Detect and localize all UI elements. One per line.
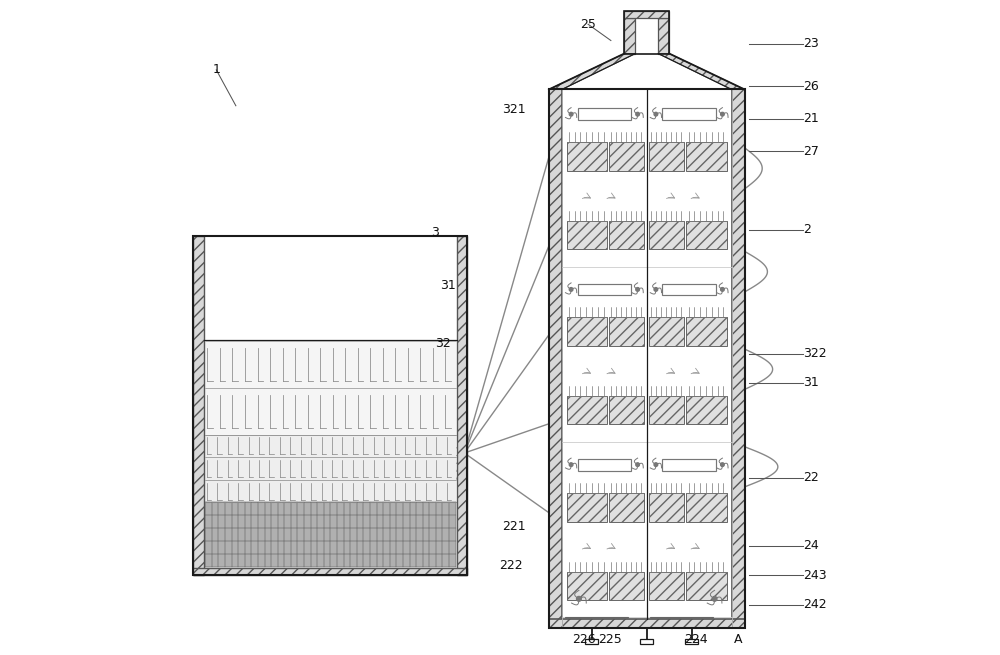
Bar bbox=[685, 639, 698, 644]
Bar bbox=[567, 142, 607, 171]
Circle shape bbox=[721, 288, 724, 291]
Bar bbox=[686, 572, 727, 599]
Polygon shape bbox=[658, 54, 745, 90]
Bar bbox=[567, 572, 607, 599]
Bar bbox=[205, 502, 456, 567]
Circle shape bbox=[577, 597, 581, 601]
Text: 243: 243 bbox=[803, 569, 827, 582]
Text: 3: 3 bbox=[431, 227, 439, 240]
Circle shape bbox=[569, 463, 573, 466]
Bar bbox=[609, 396, 644, 424]
Bar bbox=[658, 18, 669, 54]
Bar bbox=[624, 18, 635, 54]
Bar bbox=[609, 572, 644, 599]
Bar bbox=[193, 236, 204, 575]
Bar bbox=[686, 318, 727, 346]
Text: 221: 221 bbox=[502, 520, 526, 533]
Circle shape bbox=[712, 597, 717, 601]
Bar bbox=[649, 318, 684, 346]
Bar bbox=[567, 396, 607, 424]
Bar bbox=[640, 639, 653, 644]
Text: 31: 31 bbox=[803, 377, 819, 390]
Text: 21: 21 bbox=[803, 112, 819, 125]
Text: 224: 224 bbox=[684, 633, 707, 646]
Bar bbox=[567, 221, 607, 249]
Bar bbox=[649, 142, 684, 171]
Text: 222: 222 bbox=[499, 559, 523, 572]
Bar bbox=[609, 493, 644, 521]
Text: 22: 22 bbox=[803, 471, 819, 484]
Bar bbox=[567, 318, 607, 346]
Circle shape bbox=[721, 113, 724, 116]
Bar bbox=[649, 396, 684, 424]
Bar bbox=[732, 90, 745, 627]
Bar bbox=[662, 284, 716, 295]
Bar bbox=[578, 458, 631, 470]
Text: 31: 31 bbox=[440, 278, 456, 291]
Text: 23: 23 bbox=[803, 37, 819, 50]
Circle shape bbox=[654, 463, 658, 466]
Bar bbox=[549, 619, 745, 627]
Bar bbox=[609, 221, 644, 249]
Bar bbox=[649, 572, 684, 599]
Bar bbox=[624, 10, 669, 54]
Bar bbox=[649, 493, 684, 521]
Bar bbox=[567, 493, 607, 521]
Text: 242: 242 bbox=[803, 598, 827, 611]
Bar bbox=[609, 318, 644, 346]
Bar bbox=[193, 236, 467, 575]
Bar bbox=[585, 639, 598, 644]
Circle shape bbox=[636, 463, 639, 466]
Text: 321: 321 bbox=[502, 102, 526, 115]
Bar bbox=[686, 493, 727, 521]
Bar bbox=[578, 108, 631, 120]
Text: 1: 1 bbox=[212, 64, 220, 77]
Circle shape bbox=[569, 288, 573, 291]
Circle shape bbox=[636, 113, 639, 116]
Bar bbox=[193, 567, 467, 575]
Text: 226: 226 bbox=[572, 633, 595, 646]
Text: 24: 24 bbox=[803, 540, 819, 553]
Text: 27: 27 bbox=[803, 145, 819, 158]
Bar bbox=[686, 396, 727, 424]
Bar bbox=[650, 616, 713, 618]
Bar bbox=[205, 341, 456, 435]
Bar bbox=[457, 236, 467, 575]
Bar bbox=[624, 10, 669, 18]
Bar bbox=[662, 108, 716, 120]
Bar bbox=[649, 221, 684, 249]
Bar bbox=[549, 90, 562, 627]
Text: A: A bbox=[734, 633, 742, 646]
Bar bbox=[549, 90, 745, 627]
Text: 322: 322 bbox=[803, 347, 827, 360]
Text: 25: 25 bbox=[580, 18, 596, 31]
Bar bbox=[662, 458, 716, 470]
Polygon shape bbox=[549, 54, 635, 90]
Circle shape bbox=[636, 288, 639, 291]
Bar bbox=[565, 616, 628, 618]
Text: 2: 2 bbox=[803, 223, 811, 236]
Bar bbox=[686, 142, 727, 171]
Bar bbox=[205, 435, 456, 502]
Circle shape bbox=[721, 463, 724, 466]
Bar bbox=[578, 284, 631, 295]
Bar bbox=[609, 142, 644, 171]
Circle shape bbox=[654, 113, 658, 116]
Circle shape bbox=[654, 288, 658, 291]
Bar bbox=[686, 221, 727, 249]
Circle shape bbox=[569, 113, 573, 116]
Text: 26: 26 bbox=[803, 80, 819, 92]
Text: 32: 32 bbox=[435, 337, 450, 350]
Text: 225: 225 bbox=[598, 633, 621, 646]
